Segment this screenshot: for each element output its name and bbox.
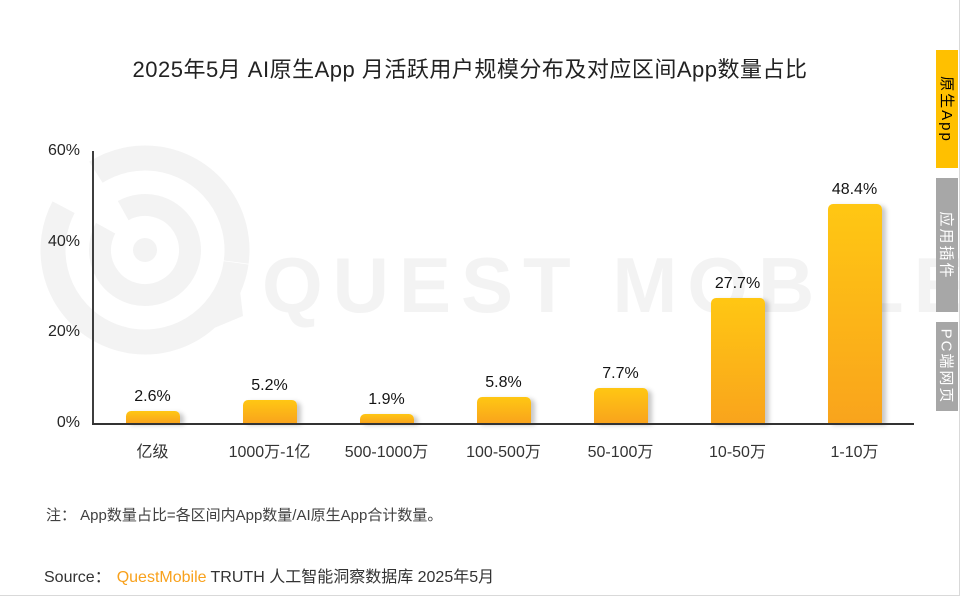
y-tick-label: 40% xyxy=(47,232,80,250)
bar-value-label: 2.6% xyxy=(134,388,171,405)
bar-value-label: 48.4% xyxy=(831,181,878,198)
bar xyxy=(359,414,414,423)
bar xyxy=(710,298,765,423)
y-tick-label: 60% xyxy=(47,142,80,159)
tab-app-plugin-label: 应用插件 xyxy=(937,210,955,280)
bar xyxy=(476,397,531,423)
bar-value-label: 27.7% xyxy=(714,275,761,292)
bar xyxy=(242,400,297,423)
tab-native-app-label: 原生App xyxy=(937,75,955,143)
source-brand: QuestMobile xyxy=(116,569,207,586)
category-label: 100-500万 xyxy=(466,444,541,461)
category-label: 亿级 xyxy=(136,444,169,461)
tab-pc-web[interactable]: PC端网页 xyxy=(936,322,958,411)
bar-slot: 2.6% xyxy=(94,152,211,423)
source-prefix: Source： xyxy=(44,569,111,586)
bar-value-label: 5.8% xyxy=(485,374,522,391)
bar-slot: 7.7% xyxy=(562,152,679,423)
category-label: 500-1000万 xyxy=(344,444,429,461)
category-label: 1000万-1亿 xyxy=(228,444,311,461)
bar-slot: 48.4% xyxy=(796,152,913,423)
bar xyxy=(827,204,882,423)
questmobile-logo-watermark xyxy=(40,145,250,355)
category-label: 10-50万 xyxy=(709,444,766,461)
bars-row: 2.6% 5.2% 1.9% 5.8% 7.7% 27.7% 48.4% xyxy=(94,152,913,423)
tab-pc-web-label: PC端网页 xyxy=(937,328,955,405)
source-suffix: TRUTH 人工智能洞察数据库 2025年5月 xyxy=(210,569,495,586)
bar xyxy=(593,388,648,423)
bar-value-label: 1.9% xyxy=(368,391,405,408)
bar-slot: 5.2% xyxy=(211,152,328,423)
bar-slot: 27.7% xyxy=(679,152,796,423)
source-line: Source： QuestMobile TRUTH 人工智能洞察数据库 2025年5… xyxy=(44,563,494,587)
y-tick-label: 20% xyxy=(47,323,80,341)
category-label: 1-10万 xyxy=(830,444,879,461)
x-axis-line xyxy=(92,423,914,425)
footnote: 注： App数量占比=各区间内App数量/AI原生App合计数量。 xyxy=(46,507,443,524)
tab-native-app[interactable]: 原生App xyxy=(936,50,958,168)
bar-slot: 5.8% xyxy=(445,152,562,423)
y-axis-line xyxy=(92,151,94,424)
page-title: 2025年5月 AI原生App 月活跃用户规模分布及对应区间App数量占比 xyxy=(132,57,808,82)
y-tick-label: 0% xyxy=(56,414,80,431)
bar-value-label: 5.2% xyxy=(251,377,288,394)
tab-app-plugin[interactable]: 应用插件 xyxy=(936,178,958,312)
bar xyxy=(125,411,180,423)
bar-value-label: 7.7% xyxy=(602,365,639,382)
bar-slot: 1.9% xyxy=(328,152,445,423)
category-row: 亿级 1000万-1亿 500-1000万 100-500万 50-100万 10-50万… xyxy=(94,438,913,462)
category-label: 50-100万 xyxy=(587,444,654,461)
